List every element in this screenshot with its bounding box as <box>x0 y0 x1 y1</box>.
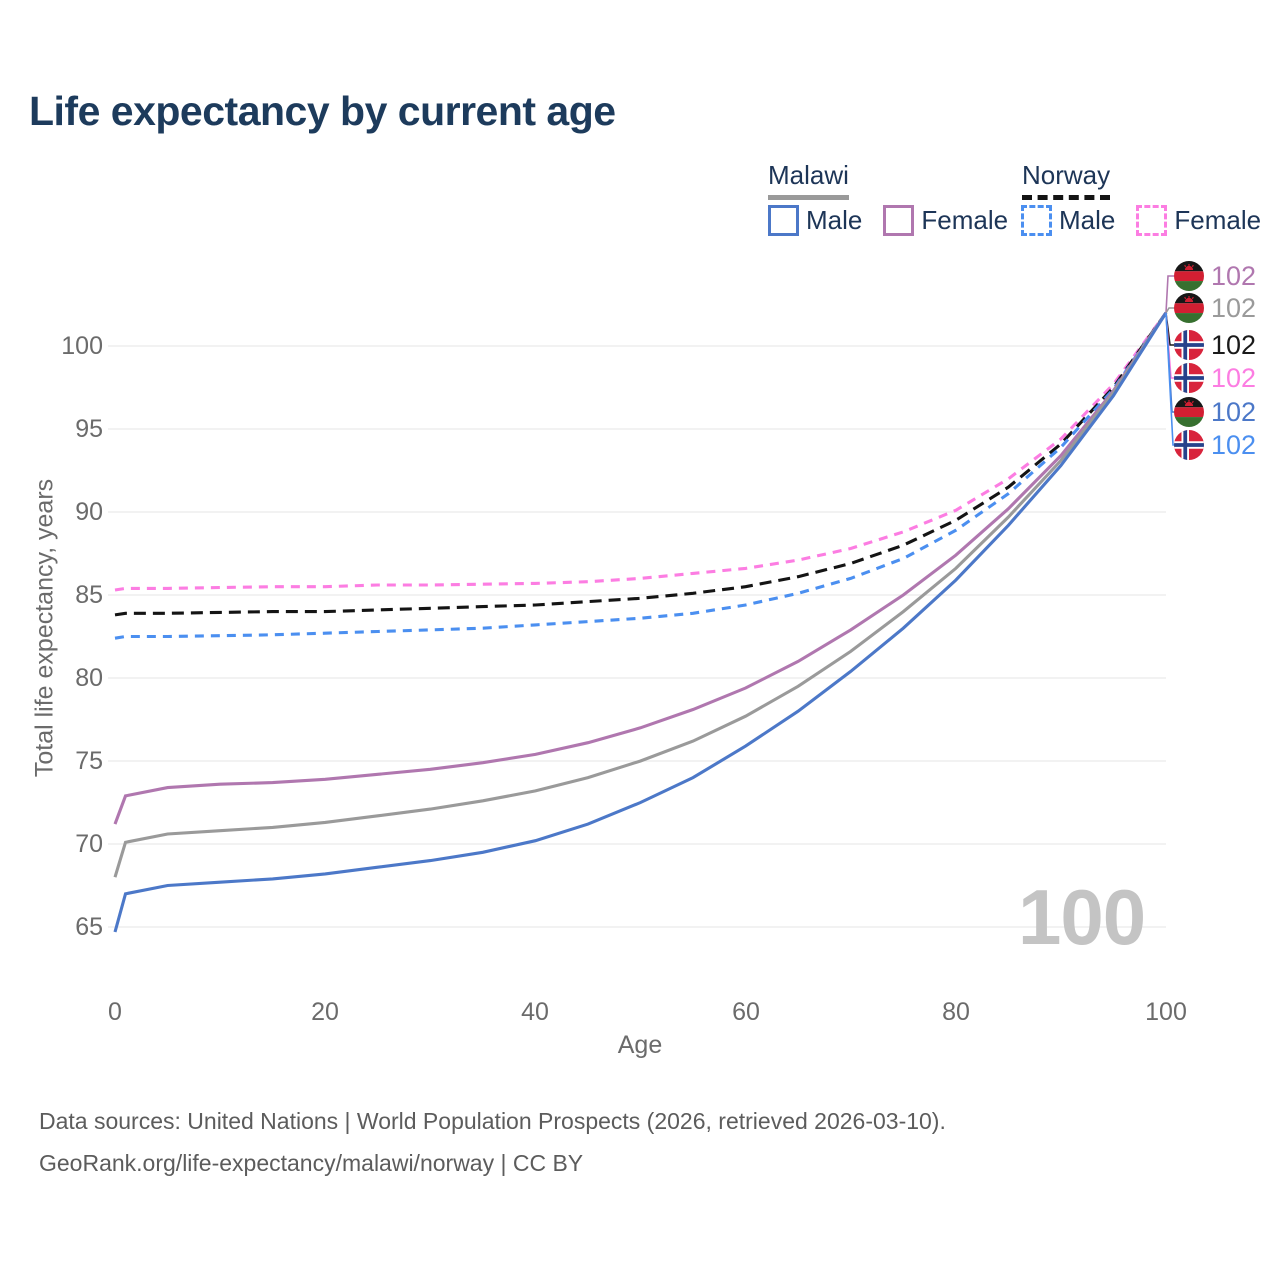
norway-flag-icon <box>1174 430 1204 460</box>
end-label-malawi-male[interactable]: 102 <box>1174 397 1256 427</box>
end-label-malawi-female[interactable]: 102 <box>1174 261 1256 291</box>
legend-item-norway-male[interactable]: Male <box>1021 205 1115 236</box>
y-tick-label: 90 <box>75 498 103 526</box>
norway-flag-icon <box>1174 363 1204 393</box>
y-tick-label: 80 <box>75 664 103 692</box>
end-label-norway-female[interactable]: 102 <box>1174 363 1256 393</box>
end-label-malawi-both[interactable]: 102 <box>1174 293 1256 323</box>
legend-items-malawi: Male Female <box>768 205 1029 236</box>
legend-item-norway-female[interactable]: Female <box>1136 205 1261 236</box>
page-title: Life expectancy by current age <box>29 88 616 134</box>
end-label-norway-male[interactable]: 102 <box>1174 430 1256 460</box>
end-value: 102 <box>1211 397 1257 427</box>
end-value: 102 <box>1211 330 1257 360</box>
x-axis-title: Age <box>617 1031 663 1059</box>
footer-citation: GeoRank.org/life-expectancy/malawi/norwa… <box>39 1150 584 1176</box>
series-line-norway-male[interactable] <box>114 311 1168 640</box>
y-tick-label: 85 <box>75 581 103 609</box>
norway-male-swatch-icon <box>1021 205 1052 236</box>
legend-item-label: Male <box>1059 205 1116 235</box>
norway-flag-icon <box>1174 330 1204 360</box>
legend-item-malawi-female[interactable]: Female <box>883 205 1008 236</box>
x-tick-label: 0 <box>108 998 122 1026</box>
legend-group-norway[interactable]: Norway <box>1022 160 1111 200</box>
x-tick-label: 60 <box>732 998 760 1026</box>
end-value: 102 <box>1211 293 1257 323</box>
series-line-norway-female[interactable] <box>114 311 1168 592</box>
malawi-flag-icon <box>1174 293 1204 323</box>
y-tick-label: 70 <box>75 830 103 858</box>
watermark-age-100: 100 <box>1018 873 1146 961</box>
series-line-malawi-female[interactable] <box>113 311 1168 825</box>
legend-items-norway: Male Female <box>1021 205 1280 236</box>
legend-group-malawi-label[interactable]: Malawi <box>768 160 849 200</box>
y-tick-label: 95 <box>75 415 103 443</box>
end-value: 102 <box>1211 430 1257 460</box>
footer: Data sources: United Nations | World Pop… <box>39 1108 946 1192</box>
legend-item-label: Male <box>806 205 863 235</box>
end-label-norway-both[interactable]: 102 <box>1174 330 1256 360</box>
y-axis-title: Total life expectancy, years <box>30 478 59 778</box>
series-line-malawi-male[interactable] <box>113 311 1168 933</box>
legend-group-norway-label[interactable]: Norway <box>1022 160 1111 200</box>
legend-item-label: Female <box>921 205 1009 235</box>
x-tick-label: 100 <box>1145 998 1187 1026</box>
end-value: 102 <box>1211 363 1257 393</box>
malawi-flag-icon <box>1174 397 1204 427</box>
legend-item-label: Female <box>1174 205 1262 235</box>
x-tick-label: 80 <box>942 998 970 1026</box>
series-line-malawi-both-sexes[interactable] <box>113 311 1168 878</box>
malawi-male-swatch-icon <box>768 205 799 236</box>
end-value: 102 <box>1211 261 1257 291</box>
y-tick-label: 100 <box>61 332 103 360</box>
x-tick-label: 40 <box>521 998 549 1026</box>
malawi-flag-icon <box>1174 261 1204 291</box>
footer-data-sources: Data sources: United Nations | World Pop… <box>39 1108 946 1134</box>
legend-item-malawi-male[interactable]: Male <box>768 205 862 236</box>
norway-female-swatch-icon <box>1136 205 1168 236</box>
malawi-female-swatch-icon <box>883 205 915 236</box>
y-tick-label: 65 <box>75 913 103 941</box>
x-tick-label: 20 <box>311 998 339 1026</box>
series-line-norway-both-sexes[interactable] <box>114 311 1168 617</box>
y-tick-label: 75 <box>75 747 103 775</box>
legend-group-malawi[interactable]: Malawi <box>768 160 849 200</box>
